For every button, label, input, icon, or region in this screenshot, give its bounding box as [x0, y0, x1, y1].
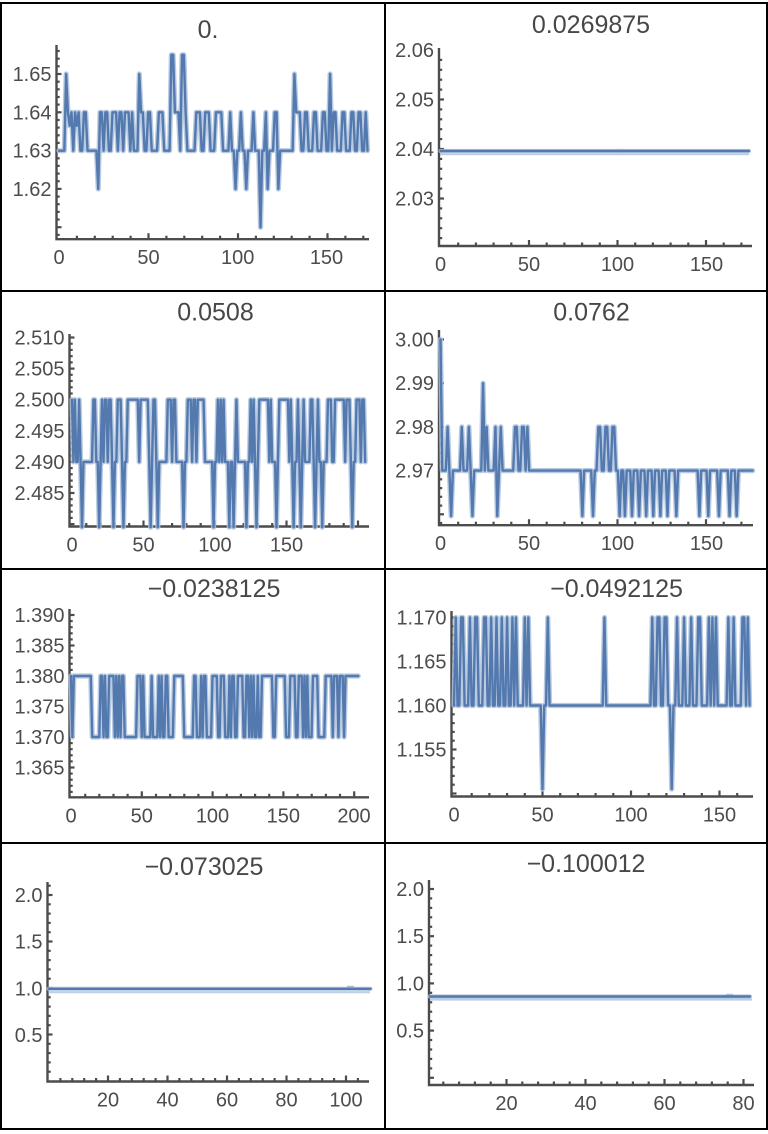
- svg-text:1.155: 1.155: [396, 740, 446, 762]
- svg-text:−0.100012: −0.100012: [527, 850, 646, 878]
- svg-text:2.04: 2.04: [395, 139, 434, 161]
- svg-text:80: 80: [275, 1090, 297, 1112]
- svg-text:80: 80: [732, 1093, 754, 1115]
- svg-text:20: 20: [495, 1093, 517, 1115]
- svg-text:1.5: 1.5: [396, 926, 424, 948]
- svg-text:20: 20: [97, 1090, 119, 1112]
- svg-text:0: 0: [53, 247, 64, 269]
- svg-text:2.05: 2.05: [395, 90, 434, 112]
- svg-text:1.365: 1.365: [14, 758, 64, 780]
- svg-text:−0.073025: −0.073025: [145, 853, 264, 881]
- svg-text:50: 50: [137, 247, 159, 269]
- svg-text:100: 100: [329, 1090, 362, 1112]
- svg-text:−0.0238125: −0.0238125: [148, 575, 281, 603]
- svg-text:0: 0: [435, 254, 446, 276]
- svg-text:2.98: 2.98: [395, 417, 434, 439]
- svg-text:0.5: 0.5: [15, 1025, 43, 1047]
- svg-text:2.505: 2.505: [14, 359, 64, 381]
- svg-text:0.5: 0.5: [396, 1021, 424, 1043]
- svg-text:2.485: 2.485: [14, 483, 64, 505]
- svg-text:200: 200: [337, 805, 370, 827]
- svg-text:100: 100: [601, 533, 634, 555]
- svg-text:2.490: 2.490: [14, 452, 64, 474]
- svg-text:150: 150: [267, 805, 300, 827]
- svg-text:0.0508: 0.0508: [177, 299, 253, 327]
- svg-text:2.0: 2.0: [15, 885, 43, 907]
- svg-text:1.5: 1.5: [15, 932, 43, 954]
- svg-text:100: 100: [221, 247, 254, 269]
- svg-text:2.0: 2.0: [396, 879, 424, 901]
- svg-text:50: 50: [518, 254, 540, 276]
- svg-text:100: 100: [614, 805, 647, 827]
- svg-text:150: 150: [310, 247, 343, 269]
- svg-text:2.06: 2.06: [395, 40, 434, 62]
- svg-text:1.165: 1.165: [396, 652, 446, 674]
- svg-text:100: 100: [198, 535, 231, 557]
- svg-text:0: 0: [448, 805, 459, 827]
- svg-text:50: 50: [531, 805, 553, 827]
- svg-text:50: 50: [131, 805, 153, 827]
- svg-text:2.495: 2.495: [14, 421, 64, 443]
- svg-text:0: 0: [66, 535, 77, 557]
- svg-text:150: 150: [703, 805, 736, 827]
- svg-text:50: 50: [132, 535, 154, 557]
- svg-text:1.170: 1.170: [396, 608, 446, 630]
- svg-text:150: 150: [690, 254, 723, 276]
- svg-text:100: 100: [196, 805, 229, 827]
- svg-text:1.375: 1.375: [14, 697, 64, 719]
- svg-text:1.65: 1.65: [13, 64, 52, 86]
- svg-text:1.385: 1.385: [14, 636, 64, 658]
- svg-text:0.0269875: 0.0269875: [532, 11, 650, 39]
- svg-text:0: 0: [65, 805, 76, 827]
- svg-text:2.03: 2.03: [395, 189, 434, 211]
- svg-text:1.0: 1.0: [396, 974, 424, 996]
- svg-text:60: 60: [653, 1093, 675, 1115]
- svg-text:0: 0: [435, 533, 446, 555]
- svg-text:1.380: 1.380: [14, 666, 64, 688]
- svg-text:2.99: 2.99: [395, 373, 434, 395]
- svg-text:2.500: 2.500: [14, 390, 64, 412]
- svg-text:3.00: 3.00: [395, 330, 434, 352]
- svg-text:0.: 0.: [198, 16, 219, 44]
- svg-text:−0.0492125: −0.0492125: [550, 575, 683, 603]
- svg-text:1.390: 1.390: [14, 605, 64, 627]
- svg-text:100: 100: [601, 254, 634, 276]
- svg-text:1.160: 1.160: [396, 696, 446, 718]
- svg-text:1.370: 1.370: [14, 727, 64, 749]
- svg-text:1.62: 1.62: [13, 179, 52, 201]
- svg-text:150: 150: [270, 535, 303, 557]
- svg-text:40: 40: [156, 1090, 178, 1112]
- svg-text:1.64: 1.64: [13, 102, 52, 124]
- svg-text:1.63: 1.63: [13, 141, 52, 163]
- svg-text:50: 50: [518, 533, 540, 555]
- svg-text:2.510: 2.510: [14, 328, 64, 350]
- svg-text:60: 60: [216, 1090, 238, 1112]
- svg-text:1.0: 1.0: [15, 979, 43, 1001]
- svg-text:40: 40: [574, 1093, 596, 1115]
- svg-text:150: 150: [690, 533, 723, 555]
- svg-text:0.0762: 0.0762: [553, 299, 629, 327]
- svg-text:2.97: 2.97: [395, 461, 434, 483]
